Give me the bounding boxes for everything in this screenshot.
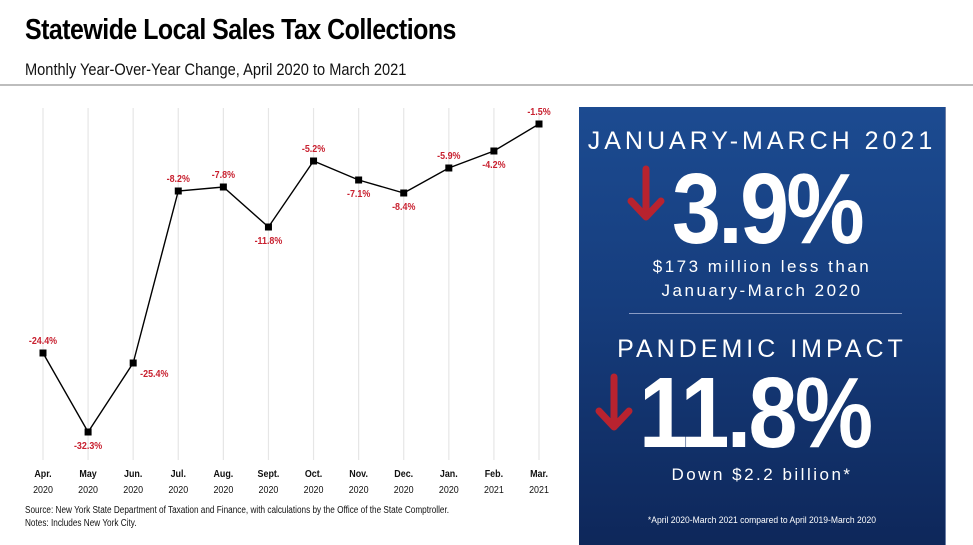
data-point <box>219 183 227 191</box>
x-tick-label-year: 2020 <box>168 484 188 496</box>
data-label: -7.8% <box>212 169 236 181</box>
x-tick-label-month: Feb. <box>485 468 504 480</box>
line-chart: -24.4% -32.3% -25.4% -8.2% -7.8% -11.8% -5.2% -… <box>29 106 551 496</box>
chart-title: Statewide Local Sales Tax Collections <box>25 14 456 46</box>
data-label: -4.2% <box>482 159 506 171</box>
x-tick-label-month: Dec. <box>394 468 413 480</box>
summary-panel: JANUARY-MARCH 2021 3.9% $173 million les… <box>579 107 946 545</box>
x-tick-label-year: 2020 <box>394 484 414 496</box>
data-labels: -24.4% -32.3% -25.4% -8.2% -7.8% -11.8% -5.2% -… <box>29 106 551 452</box>
x-tick-label-year: 2020 <box>123 484 143 496</box>
quarter-detail-line2: January-March 2020 <box>661 281 863 300</box>
quarter-heading: JANUARY-MARCH 2021 <box>587 127 937 155</box>
data-point <box>310 157 318 165</box>
data-point <box>129 359 137 367</box>
x-axis-ticks: Apr. 2020 May 2020 Jun. 2020 Jul. 2020 Aug. 2020 S… <box>33 468 549 496</box>
data-label: -32.3% <box>74 440 103 452</box>
notes-note: Notes: Includes New York City. <box>25 518 137 529</box>
x-tick-label-month: Oct. <box>305 468 323 480</box>
x-tick-label-month: Aug. <box>213 468 233 480</box>
x-tick-label-month: Nov. <box>349 468 368 480</box>
down-arrow-icon <box>627 165 665 221</box>
series-line <box>42 123 540 434</box>
header-divider <box>0 84 973 86</box>
data-label: -8.2% <box>167 173 191 185</box>
data-label: -7.1% <box>347 188 371 200</box>
quarter-detail-line1: $173 million less than <box>652 257 872 276</box>
x-tick-label-month: Apr. <box>34 468 52 480</box>
x-tick-label-month: May <box>79 468 97 480</box>
x-tick-label-month: Jan. <box>440 468 458 480</box>
data-label: -25.4% <box>140 368 169 380</box>
data-label: -11.8% <box>255 235 283 247</box>
data-point <box>490 147 498 155</box>
quarter-change-value: 3.9% <box>672 153 865 265</box>
series-line-layer <box>42 123 540 434</box>
x-tick-label-month: Mar. <box>530 468 548 480</box>
data-label: -1.5% <box>527 106 551 118</box>
panel-divider <box>629 313 902 314</box>
x-tick-label-year: 2020 <box>78 484 98 496</box>
data-point <box>39 349 47 357</box>
pandemic-change-value: 11.8% <box>639 357 873 469</box>
x-tick-label-year: 2020 <box>439 484 459 496</box>
data-point <box>535 120 543 128</box>
source-note: Source: New York State Department of Tax… <box>25 505 450 516</box>
x-tick-label-year: 2021 <box>484 484 504 496</box>
pandemic-heading: PANDEMIC IMPACT <box>617 335 907 363</box>
chart-subtitle: Monthly Year-Over-Year Change, April 202… <box>25 60 407 79</box>
data-label: -8.4% <box>392 201 416 213</box>
panel-footnote: *April 2020-March 2021 compared to April… <box>647 515 877 526</box>
data-point <box>84 428 92 436</box>
x-tick-label-year: 2020 <box>33 484 53 496</box>
pandemic-detail: Down $2.2 billion* <box>671 465 853 484</box>
data-point <box>445 164 453 172</box>
markers <box>39 120 543 436</box>
x-tick-label-month: Jun. <box>124 468 143 480</box>
x-tick-label-month: Jul. <box>171 468 187 480</box>
data-point <box>264 223 272 231</box>
data-point <box>400 189 408 197</box>
quarter-detail: $173 million less than January-March 202… <box>579 255 945 303</box>
x-tick-label-year: 2020 <box>213 484 233 496</box>
data-label: -5.2% <box>302 143 326 155</box>
data-label: -24.4% <box>29 335 58 347</box>
data-label: -5.9% <box>437 150 461 162</box>
data-point <box>355 176 363 184</box>
data-point <box>174 187 182 195</box>
down-arrow-icon <box>595 373 633 431</box>
x-tick-label-month: Sept. <box>258 468 280 480</box>
x-tick-label-year: 2020 <box>304 484 324 496</box>
chart-footnotes: Source: New York State Department of Tax… <box>25 504 449 530</box>
x-tick-label-year: 2020 <box>259 484 279 496</box>
x-tick-label-year: 2020 <box>349 484 369 496</box>
x-tick-label-year: 2021 <box>529 484 549 496</box>
gridlines <box>42 108 540 460</box>
